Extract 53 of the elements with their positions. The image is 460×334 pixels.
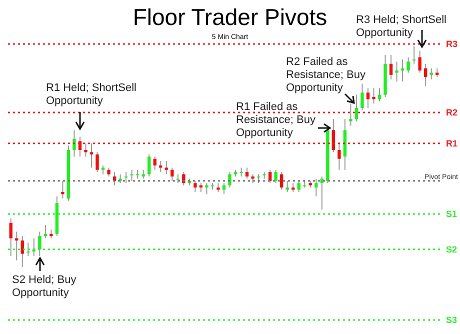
candlestick: [430, 68, 433, 80]
ref-line-label: S3: [446, 315, 458, 325]
text: S2 Held; Buy Opportunity: [12, 274, 78, 300]
candlestick: [268, 169, 272, 184]
candlestick: [360, 83, 364, 111]
candlestick: [26, 242, 30, 256]
candlestick: [338, 142, 341, 170]
ref-line-label: S2: [446, 244, 458, 254]
candlestick: [96, 152, 99, 173]
candlestick: [9, 218, 12, 256]
candlestick: [84, 142, 88, 158]
candlestick: [240, 167, 243, 177]
text: R3 Held; ShortSell Opportunity: [356, 14, 446, 40]
candlestick: [205, 182, 208, 195]
candlestick: [354, 94, 358, 122]
ref-line-label: R2: [446, 107, 458, 118]
candlestick: [170, 167, 174, 182]
candlestick: [20, 236, 24, 268]
candlestick: [194, 180, 197, 192]
candlestick: [332, 118, 336, 153]
candlestick: [424, 63, 428, 86]
candlestick: [245, 167, 249, 180]
candlestick: [314, 178, 318, 197]
candlestick: [130, 169, 134, 182]
candlestick: [72, 130, 76, 158]
candlestick: [164, 160, 168, 175]
candlestick: [182, 172, 186, 186]
candlestick: [280, 172, 284, 190]
candlestick: [412, 46, 416, 64]
candlestick: [349, 103, 352, 126]
ref-line-label: R1: [446, 138, 458, 148]
candlestick: [124, 172, 128, 184]
candlestick: [274, 169, 278, 184]
candlestick: [366, 88, 370, 109]
annotation: R1 Failed as Resistance; Buy Opportunity: [236, 101, 316, 140]
candlestick: [228, 172, 232, 188]
candlestick: [406, 56, 410, 74]
candlestick: [389, 54, 393, 80]
candlestick: [372, 88, 376, 104]
candlestick: [418, 50, 422, 74]
candlestick: [148, 154, 151, 177]
candlestick: [297, 180, 300, 192]
annotation: R2 Failed as Resistance; Buy Opportunity: [286, 56, 366, 95]
candlestick: [153, 156, 156, 170]
candlestick: [38, 231, 42, 256]
candlestick: [90, 142, 94, 168]
annotation: R1 Held; ShortSell Opportunity: [46, 82, 138, 108]
chart-title: Floor Trader Pivots: [132, 4, 328, 30]
candlestick: [286, 180, 289, 192]
candlestick: [61, 180, 64, 200]
ref-line-label: S1: [446, 209, 458, 220]
candlestick: [395, 61, 398, 82]
ref-line-label: R3: [446, 39, 458, 49]
